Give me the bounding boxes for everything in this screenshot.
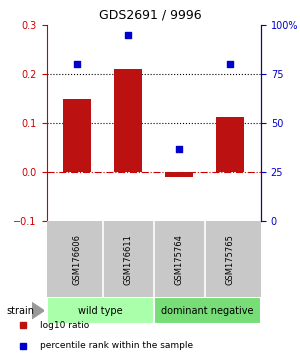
Point <box>177 146 182 152</box>
Point <box>228 61 233 67</box>
Polygon shape <box>32 302 44 319</box>
Text: GSM176611: GSM176611 <box>124 234 133 285</box>
Bar <box>63 99 91 172</box>
Text: strain: strain <box>6 306 34 316</box>
Text: wild type: wild type <box>78 306 122 316</box>
Text: log10 ratio: log10 ratio <box>40 321 89 330</box>
Text: percentile rank within the sample: percentile rank within the sample <box>40 341 193 350</box>
Text: GSM175764: GSM175764 <box>175 234 184 285</box>
Bar <box>216 117 244 172</box>
Bar <box>46 297 154 324</box>
Text: GSM175765: GSM175765 <box>226 234 235 285</box>
Text: GDS2691 / 9996: GDS2691 / 9996 <box>99 9 201 22</box>
Point <box>75 61 80 67</box>
Text: GSM176606: GSM176606 <box>73 234 82 285</box>
Bar <box>154 297 261 324</box>
Point <box>126 32 130 38</box>
Text: dominant negative: dominant negative <box>161 306 254 316</box>
Bar <box>114 69 142 172</box>
Bar <box>165 172 193 177</box>
